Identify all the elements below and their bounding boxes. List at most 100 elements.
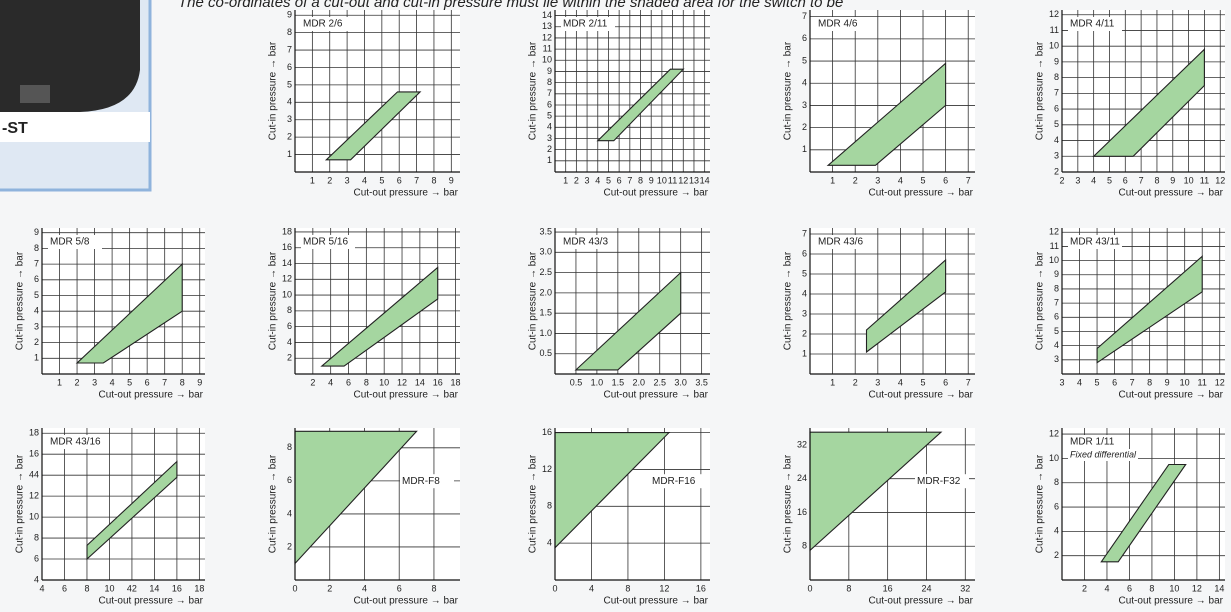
y-axis-label: Cut-in pressure → bar: [15, 454, 26, 553]
x-tick-label: 1: [830, 175, 835, 185]
x-tick-label: 5: [1107, 175, 1112, 185]
x-axis-label: Cut-out pressure → bar: [99, 596, 204, 607]
x-tick-label: 10: [657, 175, 667, 185]
x-tick-label: 10: [1184, 175, 1194, 185]
y-tick-label: 6: [1054, 103, 1059, 113]
x-tick-label: 6: [943, 175, 948, 185]
x-tick-label: 5: [379, 175, 384, 185]
x-tick-label: 16: [883, 583, 893, 593]
x-tick-label: 7: [414, 175, 419, 185]
legend-box: [301, 17, 355, 31]
shaded-area: [596, 68, 685, 142]
y-tick-label: 6: [547, 99, 552, 109]
x-tick-label: 4: [110, 377, 115, 387]
shaded-area: [324, 91, 422, 161]
legend-label: MDR 1/11: [1070, 437, 1115, 448]
y-tick-label: 3: [1054, 151, 1059, 161]
header-text: The co-ordinates of a cut-out and cut-in…: [178, 0, 843, 11]
x-tick-label: 3: [875, 377, 880, 387]
y-tick-label: 32: [797, 439, 807, 449]
legend-box: [915, 474, 969, 489]
x-tick-label: 12: [1215, 377, 1225, 387]
x-tick-label: 6: [346, 377, 351, 387]
x-tick-label: 10: [104, 583, 114, 593]
x-tick-label: 10: [1169, 583, 1179, 593]
y-tick-label: 18: [282, 226, 292, 236]
x-tick-label: 6: [1123, 175, 1128, 185]
legend-label: MDR 2/6: [303, 19, 343, 30]
y-tick-label: 24: [797, 473, 807, 483]
x-tick-label: 6: [617, 175, 622, 185]
y-tick-label: 3: [287, 114, 292, 124]
x-tick-label: 4: [328, 377, 333, 387]
x-tick-label: 8: [431, 583, 436, 593]
y-tick-label: 10: [29, 511, 39, 521]
y-tick-label: 8: [287, 305, 292, 315]
y-tick-label: 9: [547, 66, 552, 76]
y-tick-label: 2: [802, 122, 807, 132]
x-tick-label: 6: [397, 175, 402, 185]
x-tick-label: 4: [898, 175, 903, 185]
x-tick-label: 14: [149, 583, 159, 593]
x-tick-label: 11: [668, 175, 677, 185]
x-tick-label: 2: [1082, 583, 1087, 593]
y-tick-label: 6: [287, 321, 292, 331]
y-tick-label: 2: [1054, 166, 1059, 176]
legend-box: [561, 235, 615, 249]
x-tick-label: 8: [625, 583, 630, 593]
x-tick-label: 9: [197, 377, 202, 387]
y-tick-label: 4: [287, 508, 292, 518]
legend-label: MDR 43/11: [1070, 237, 1120, 248]
x-tick-label: 11: [1198, 377, 1207, 387]
x-tick-label: 12: [397, 377, 407, 387]
y-tick-label: 12: [542, 32, 552, 42]
y-axis-label: Cut-in pressure → bar: [1035, 41, 1046, 140]
y-tick-label: 7: [547, 88, 552, 98]
x-tick-label: 2: [327, 175, 332, 185]
subtitle-box: [1068, 449, 1138, 461]
y-tick-label: 4: [1054, 526, 1059, 536]
y-axis-label: Cut-in pressure → bar: [1035, 251, 1046, 350]
plot-area: [42, 428, 205, 580]
y-tick-label: 4: [802, 288, 807, 298]
x-axis-label: Cut-out pressure → bar: [869, 596, 974, 607]
y-axis-label: Cut-in pressure → bar: [268, 41, 279, 140]
y-tick-label: 11: [543, 43, 552, 53]
x-axis-label: Cut-out pressure → bar: [99, 390, 204, 401]
legend-box: [400, 474, 454, 489]
y-tick-label: 1: [802, 348, 807, 358]
y-axis-label: Cut-in pressure → bar: [528, 454, 539, 553]
y-tick-label: 4: [802, 78, 807, 88]
x-tick-label: 6: [145, 377, 150, 387]
x-tick-label: 32: [960, 583, 970, 593]
x-tick-label: 8: [180, 377, 185, 387]
chart: 0 2 4 6 8 2 4 6 8 Cut-out pressure → bar Cut-in pr…: [268, 428, 460, 607]
y-axis-label: Cut-in pressure → bar: [783, 251, 794, 350]
chart: 0 4 8 12 16 4 8 12 16 Cut-out pressure → bar Cut-i…: [528, 427, 710, 607]
legend-label: MDR-F8: [402, 476, 440, 487]
y-tick-label: 14: [282, 258, 292, 268]
y-tick-label: 6: [1054, 312, 1059, 322]
x-tick-label: 16: [172, 583, 182, 593]
y-axis-label: Cut-in pressure → bar: [783, 41, 794, 140]
shaded-area: [1100, 463, 1187, 563]
x-tick-label: 4: [1077, 377, 1082, 387]
y-tick-label: 44: [29, 470, 39, 480]
legend-label: MDR 4/11: [1070, 19, 1115, 30]
shaded-area: [1092, 48, 1205, 157]
y-tick-label: 2: [287, 132, 292, 142]
x-tick-label: 7: [1130, 377, 1135, 387]
y-tick-label: 1: [802, 144, 807, 154]
y-tick-label: 8: [547, 77, 552, 87]
y-tick-label: 9: [1054, 56, 1059, 66]
y-tick-label: 2: [34, 337, 39, 347]
x-axis-label: Cut-out pressure → bar: [354, 188, 459, 199]
legend-box: [650, 474, 704, 489]
plot-area: [1062, 228, 1225, 374]
y-tick-label: 4: [287, 97, 292, 107]
y-axis-label: Cut-in pressure → bar: [783, 454, 794, 553]
caption: -ST: [2, 120, 28, 137]
y-axis-label: Cut-in pressure → bar: [15, 251, 26, 350]
x-tick-label: 4: [39, 583, 44, 593]
y-tick-label: 10: [1049, 453, 1059, 463]
